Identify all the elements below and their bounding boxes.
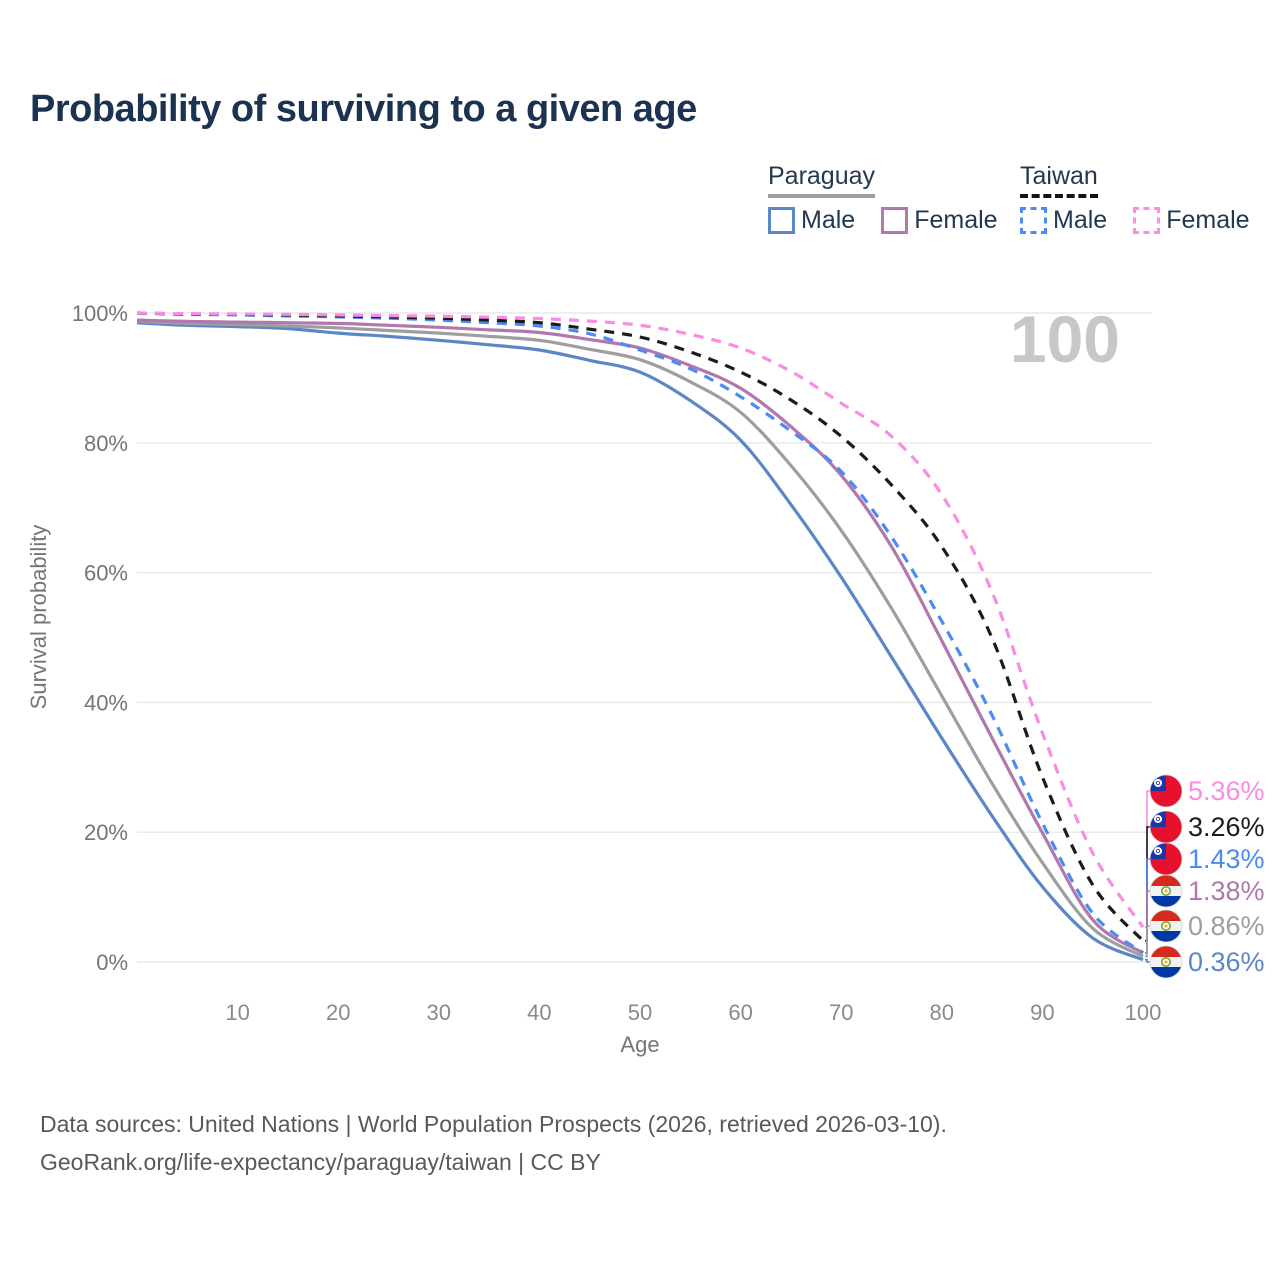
end-label-paraguay-male: 0.36%	[1188, 947, 1265, 977]
x-tick-label: 20	[326, 1000, 350, 1025]
x-tick-label: 60	[728, 1000, 752, 1025]
page-title: Probability of surviving to a given age	[30, 88, 697, 130]
y-tick-label: 60%	[84, 561, 128, 586]
y-tick-label: 100%	[72, 301, 128, 326]
paraguay-flag-icon	[1149, 945, 1183, 979]
y-axis-title: Survival probability	[26, 525, 51, 710]
x-tick-label: 100	[1125, 1000, 1162, 1025]
legend-item-taiwan-female[interactable]: Female	[1133, 205, 1250, 235]
leader-line	[1145, 958, 1150, 963]
curve-paraguay-both[interactable]	[136, 319, 1144, 958]
end-label-taiwan-male: 1.43%	[1188, 844, 1265, 874]
legend-swatch-icon	[768, 206, 795, 234]
end-label-taiwan-female: 5.36%	[1188, 776, 1265, 806]
legend-country-label-taiwan: Taiwan	[1020, 162, 1098, 198]
end-value-labels: 5.36% 3.26%1.43%1.38% 0.86% 0.36%	[1145, 774, 1265, 979]
legend-swatch-icon	[1133, 206, 1161, 234]
legend-item-label: Female	[1166, 205, 1250, 234]
paraguay-flag-icon	[1149, 909, 1183, 943]
legend-group-paraguay: Paraguay Male Female	[768, 162, 998, 235]
hovered-age-watermark: 100	[1010, 302, 1120, 376]
x-tick-label: 80	[930, 1000, 954, 1025]
taiwan-flag-icon	[1149, 842, 1183, 876]
attribution-line: GeoRank.org/life-expectancy/paraguay/tai…	[40, 1148, 601, 1175]
legend-country-label-paraguay: Paraguay	[768, 162, 876, 198]
chart-legend: Paraguay Male Female Taiwan Male Female	[0, 162, 1280, 243]
legend-item-label: Male	[1053, 205, 1108, 234]
y-tick-label: 40%	[84, 690, 128, 715]
x-tick-label: 40	[527, 1000, 551, 1025]
x-tick-label: 50	[628, 1000, 652, 1025]
paraguay-flag-icon	[1149, 874, 1183, 908]
taiwan-flag-icon	[1149, 810, 1183, 844]
x-tick-label: 70	[829, 1000, 853, 1025]
curve-paraguay-male[interactable]	[136, 321, 1144, 962]
x-tick-label: 10	[225, 1000, 249, 1025]
y-tick-label: 80%	[84, 431, 128, 456]
y-tick-label: 20%	[84, 820, 128, 845]
leader-line	[1145, 925, 1150, 958]
curve-taiwan-both[interactable]	[136, 311, 1145, 942]
gridlines: 0% 20% 40% 60% 80% 100%	[72, 301, 1152, 975]
end-label-paraguay-both: 0.86%	[1188, 911, 1265, 941]
x-tick-label: 90	[1030, 1000, 1054, 1025]
curve-paraguay-female[interactable]	[136, 318, 1144, 955]
curve-taiwan-male[interactable]	[136, 311, 1144, 954]
legend-item-taiwan-male[interactable]: Male	[1020, 206, 1107, 235]
legend-item-label: Female	[914, 205, 998, 234]
legend-group-taiwan: Taiwan Male Female	[1020, 162, 1250, 235]
chart-footer: Data sources: United Nations | World Pop…	[40, 1106, 947, 1182]
taiwan-flag-icon	[1149, 774, 1183, 808]
legend-swatch-icon	[1020, 206, 1047, 234]
legend-swatch-icon	[881, 206, 909, 234]
x-axis-title: Age	[620, 1032, 659, 1057]
survival-curves	[136, 311, 1145, 962]
end-label-paraguay-female: 1.38%	[1188, 876, 1265, 906]
legend-item-paraguay-male[interactable]: Male	[768, 206, 855, 235]
legend-item-paraguay-female[interactable]: Female	[881, 205, 998, 235]
leader-line	[1145, 890, 1150, 954]
data-sources-line: Data sources: United Nations | World Pop…	[40, 1111, 947, 1137]
end-label-taiwan-both: 3.26%	[1188, 812, 1265, 842]
legend-item-label: Male	[801, 205, 856, 234]
curve-taiwan-female[interactable]	[136, 311, 1145, 929]
y-tick-label: 0%	[96, 950, 128, 975]
x-tick-label: 30	[427, 1000, 451, 1025]
